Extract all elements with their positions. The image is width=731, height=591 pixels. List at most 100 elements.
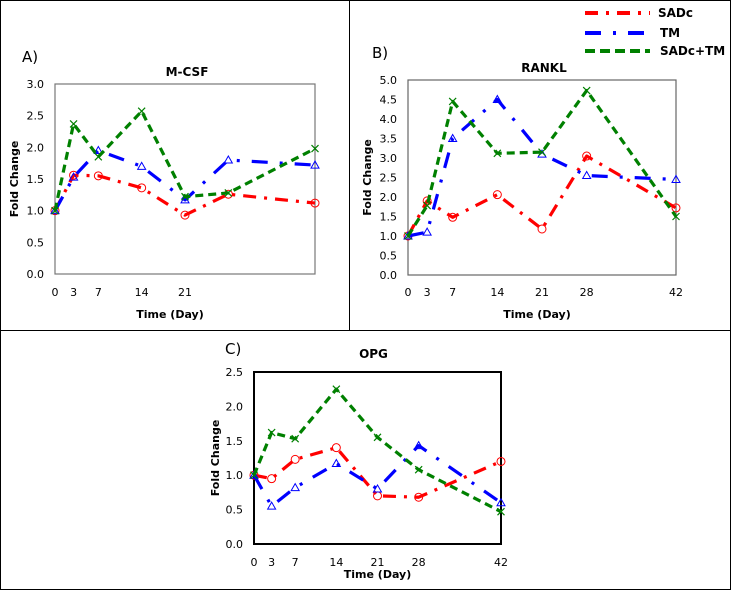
- data-point-sadc: [331, 443, 341, 453]
- y-tick-label: 0.5: [27, 236, 45, 249]
- chart-title: OPG: [359, 347, 388, 361]
- data-point-sadctm: [497, 507, 505, 516]
- data-point-sadc: [582, 151, 592, 161]
- plot-area: [54, 83, 316, 275]
- x-tick-label: 7: [292, 556, 299, 569]
- y-tick-label: 3.5: [380, 133, 398, 146]
- legend: SADc TM SADc+TM: [585, 6, 725, 58]
- data-point-tm: [290, 482, 301, 492]
- y-tick-label: 2.5: [226, 366, 244, 379]
- chart-a: A) M-CSF 0.0 0.5 1.0 1.5 2.0 2.5 3.0 0 3 7 14 21 Time …: [8, 48, 320, 321]
- data-point-sadctm: [224, 189, 233, 197]
- data-point-tm: [249, 470, 259, 479]
- data-point-sadctm: [423, 201, 432, 210]
- y-tick-label: 0.0: [380, 269, 398, 282]
- panel-label: A): [22, 48, 38, 66]
- data-point-sadc: [267, 474, 277, 484]
- x-tick-label: 14: [135, 286, 149, 299]
- chart-title: RANKL: [521, 61, 567, 75]
- chart-b: B) RANKL 0.0 0.5 1.0 1.5 2.0 2.5 3.0 3.5 4.0 4.5 5.0…: [361, 44, 683, 321]
- data-point-tm: [93, 145, 104, 154]
- y-tick-label: 0.5: [226, 504, 244, 517]
- y-tick-label: 2.0: [226, 400, 244, 413]
- x-tick-label: 3: [70, 286, 77, 299]
- x-tick-label: 21: [178, 286, 192, 299]
- data-point-tm: [581, 170, 592, 180]
- data-point-sadctm: [291, 434, 300, 443]
- panel-label: B): [372, 44, 388, 62]
- data-point-sadctm: [332, 385, 341, 394]
- y-tick-label: 2.5: [27, 110, 45, 123]
- x-axis-label: Time (Day): [136, 308, 203, 321]
- y-tick-label: 3.0: [27, 78, 45, 91]
- data-point-sadctm: [51, 206, 59, 215]
- y-tick-label: 2.0: [380, 191, 398, 204]
- series-line-sadc: [53, 173, 316, 217]
- y-tick-label: 0.5: [380, 250, 398, 263]
- data-point-tm: [223, 154, 234, 164]
- data-point-sadc: [492, 190, 502, 200]
- y-tick-label: 1.5: [27, 173, 45, 186]
- legend-label-tm: TM: [660, 26, 680, 40]
- data-point-tm: [266, 501, 277, 510]
- y-tick-label: 4.5: [380, 94, 398, 107]
- series-line-sadc: [253, 446, 502, 499]
- x-tick-label: 7: [449, 286, 456, 299]
- data-point-sadctm: [181, 192, 189, 201]
- data-point-sadctm: [448, 97, 457, 106]
- x-tick-label: 28: [580, 286, 594, 299]
- x-tick-label: 0: [52, 286, 59, 299]
- data-point-sadctm: [493, 149, 502, 158]
- panel-label: C): [225, 340, 241, 358]
- data-point-sadctm: [137, 107, 146, 116]
- x-tick-label: 21: [535, 286, 549, 299]
- series-line-tm: [252, 444, 502, 508]
- data-point-tm: [447, 133, 458, 142]
- data-point-sadctm: [373, 433, 382, 442]
- data-point-tm: [136, 161, 147, 170]
- data-point-sadc: [290, 454, 300, 464]
- data-point-tm: [372, 483, 383, 493]
- data-point-sadc: [671, 203, 681, 213]
- y-tick-label: 1.0: [27, 205, 45, 218]
- data-point-sadctm: [267, 428, 276, 437]
- data-point-tm: [413, 440, 424, 450]
- x-tick-label: 28: [412, 556, 426, 569]
- plot-area: [253, 371, 502, 545]
- data-point-tm: [422, 227, 433, 236]
- y-tick-label: 1.5: [226, 435, 244, 448]
- data-point-sadctm: [404, 232, 412, 240]
- x-tick-label: 14: [329, 556, 343, 569]
- y-tick-label: 5.0: [380, 74, 398, 87]
- y-tick-label: 1.0: [226, 469, 244, 482]
- x-tick-label: 14: [490, 286, 504, 299]
- y-axis-label: Fold Change: [209, 420, 222, 497]
- data-point-tm: [68, 172, 79, 181]
- x-tick-label: 3: [424, 286, 431, 299]
- x-tick-label: 0: [251, 556, 258, 569]
- data-point-tm: [492, 94, 503, 103]
- y-tick-label: 2.5: [380, 172, 398, 185]
- chart-c: C) OPG 0.0 0.5 1.0 1.5 2.0 2.5 0 3 7 14 21 28 42 Time (…: [209, 340, 508, 581]
- data-point-tm: [331, 458, 342, 468]
- data-point-sadctm: [311, 144, 319, 153]
- y-axis-label: Fold Change: [8, 141, 21, 218]
- data-point-sadc: [496, 456, 506, 466]
- y-tick-label: 2.0: [27, 141, 45, 154]
- y-tick-label: 0.0: [226, 538, 244, 551]
- data-point-sadc: [180, 210, 190, 220]
- y-tick-label: 3.0: [380, 152, 398, 165]
- x-tick-label: 3: [268, 556, 275, 569]
- data-point-sadctm: [672, 212, 680, 221]
- data-point-sadc: [537, 224, 547, 234]
- x-tick-label: 21: [371, 556, 385, 569]
- legend-label-sadc: SADc: [658, 6, 693, 20]
- data-point-sadctm: [94, 152, 103, 161]
- x-axis-label: Time (Day): [503, 308, 570, 321]
- y-axis-label: Fold Change: [361, 139, 374, 216]
- x-tick-label: 0: [405, 286, 412, 299]
- data-point-tm: [671, 174, 681, 183]
- chart-title: M-CSF: [166, 65, 209, 79]
- y-tick-label: 1.0: [380, 230, 398, 243]
